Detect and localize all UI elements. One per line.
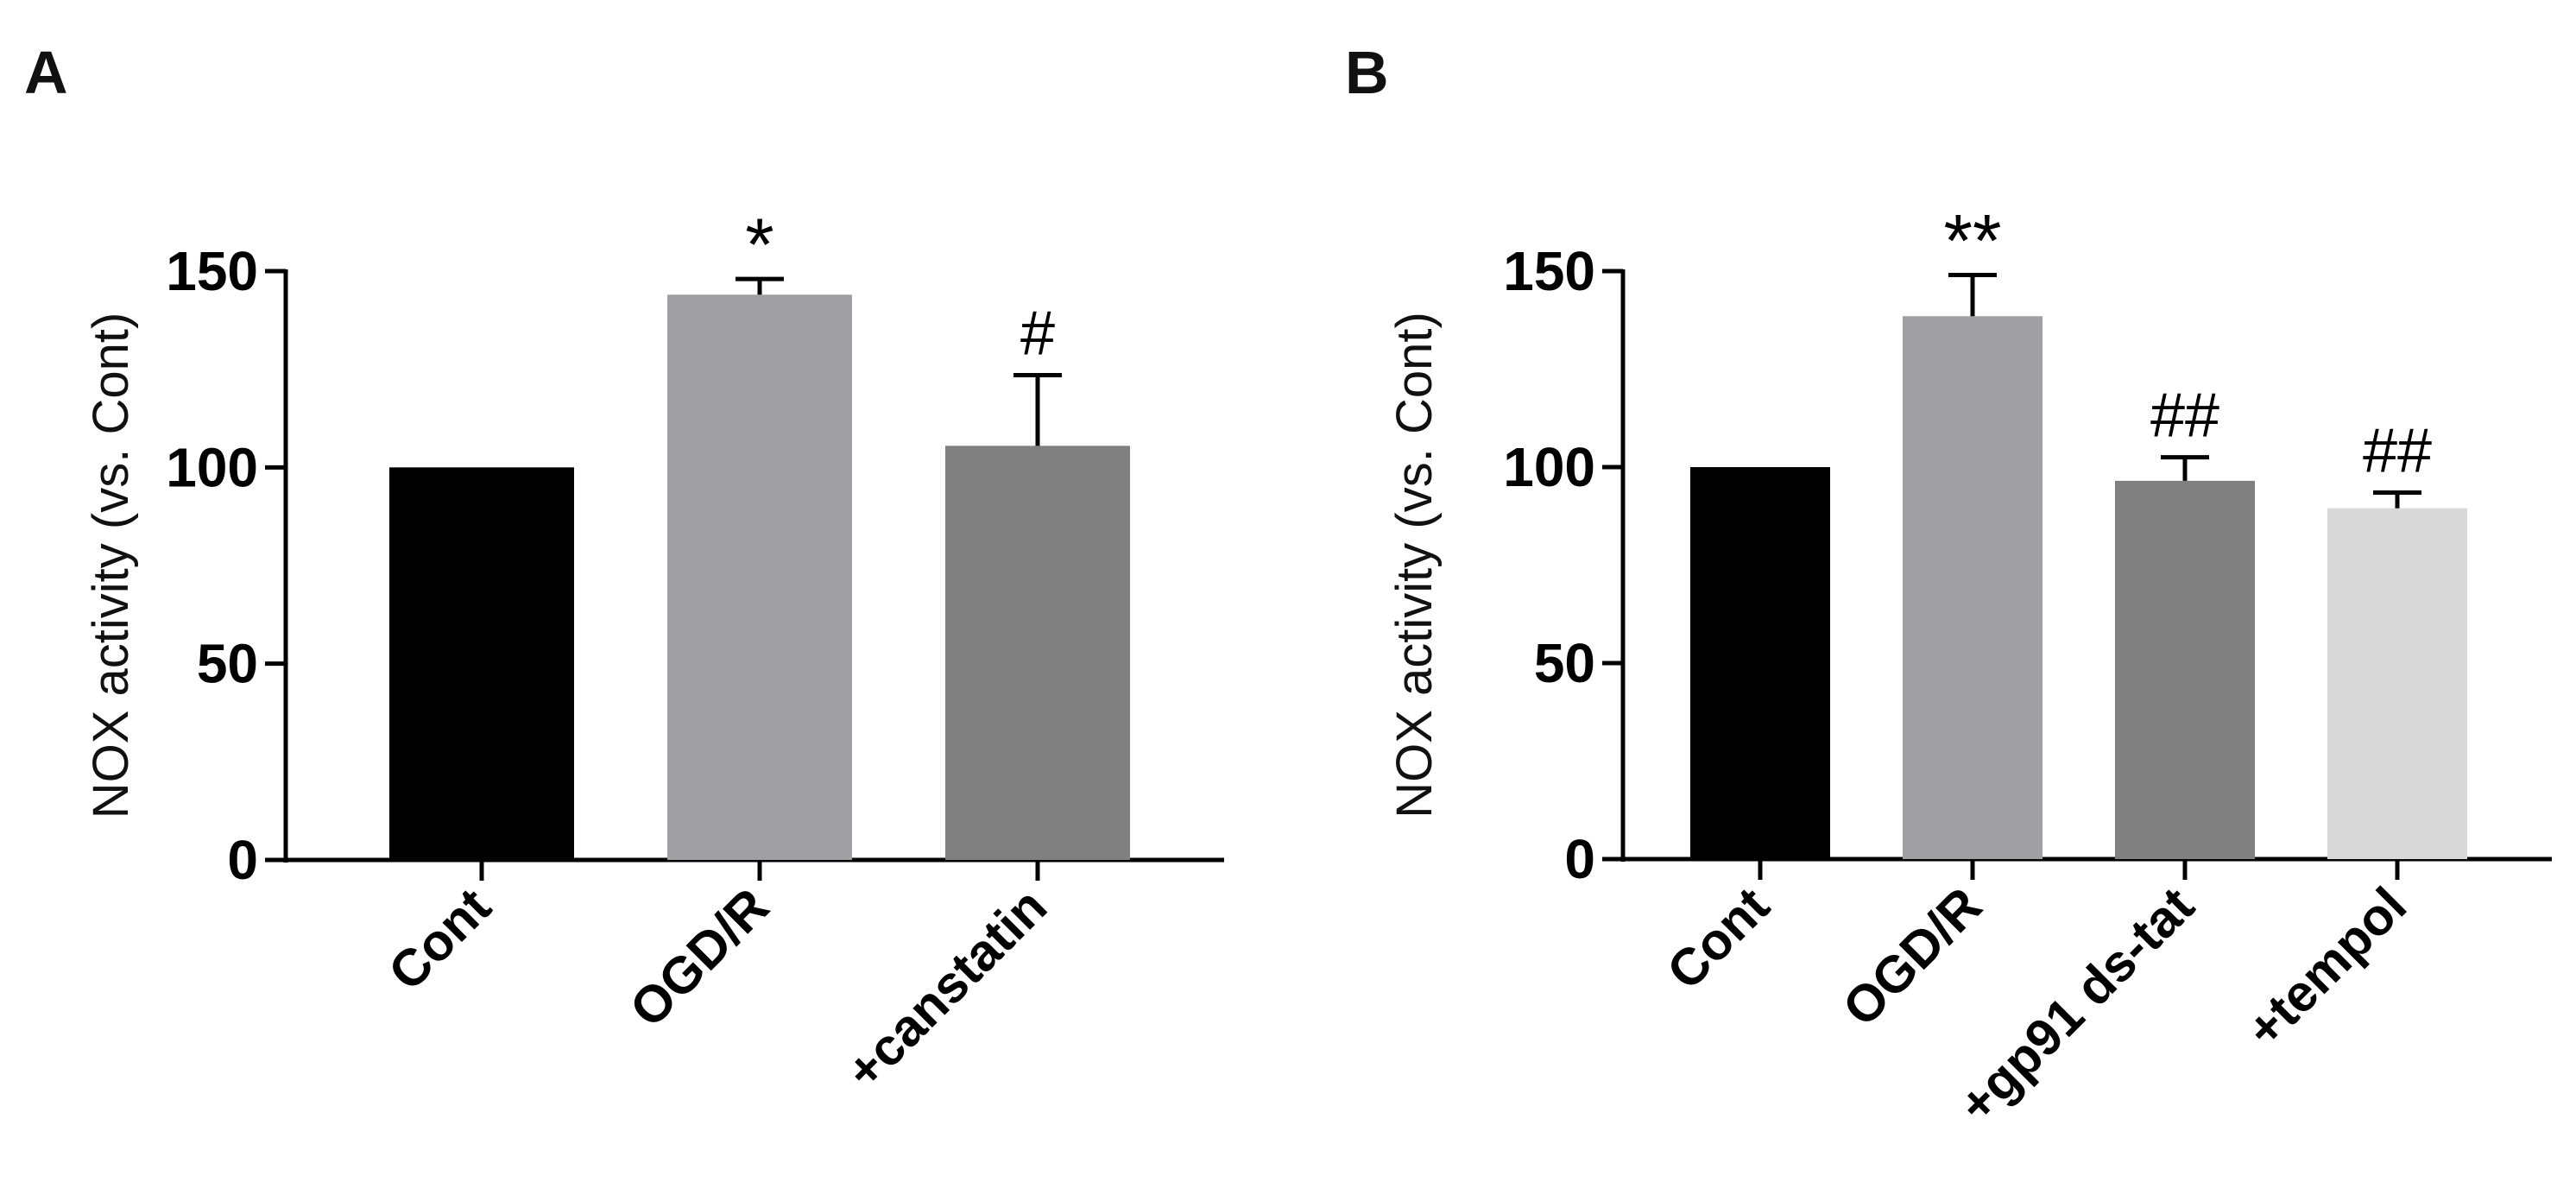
significance-marker: # <box>1020 299 1055 368</box>
x-tick-label: Cont <box>1656 876 1780 1001</box>
bar <box>389 467 574 860</box>
panel-a: A 0 50 100 150 NOX activity (vs. Cont) Cont * O… <box>24 39 1224 1100</box>
bar <box>2115 480 2255 859</box>
panel-label-a: A <box>24 39 68 106</box>
y-tick-label: 0 <box>227 829 258 891</box>
y-axis-title: NOX activity (vs. Cont) <box>83 313 139 819</box>
bar <box>667 294 852 860</box>
bar <box>1690 467 1830 859</box>
bar <box>945 446 1130 860</box>
y-tick-label: 150 <box>1503 240 1595 302</box>
panel-label-b: B <box>1345 39 1389 106</box>
panel-b: B 0 50 100 150 NOX activity (vs. Cont) Cont **… <box>1312 0 2576 1201</box>
y-tick-label: 100 <box>166 436 258 498</box>
significance-marker: ** <box>1944 200 2002 283</box>
bar <box>1903 316 2042 860</box>
x-tick-label: +canstatin <box>835 877 1058 1100</box>
x-tick-label: OGD/R <box>1832 876 1992 1037</box>
x-tick-label: +tempol <box>2235 876 2417 1059</box>
y-tick-label: 50 <box>1534 632 1595 694</box>
y-tick-label: 0 <box>1564 828 1595 890</box>
bar-chart-a: 0 50 100 150 NOX activity (vs. Cont) Cont * OGD… <box>83 204 1224 1100</box>
y-tick-label: 100 <box>1503 436 1595 498</box>
bar-chart-b: 0 50 100 150 NOX activity (vs. Cont) Cont ** OG… <box>1386 200 2552 1134</box>
x-tick-label: OGD/R <box>619 877 780 1038</box>
significance-marker: ## <box>2363 417 2432 486</box>
x-tick-label: Cont <box>377 877 502 1002</box>
y-tick-label: 50 <box>197 633 258 695</box>
significance-marker: * <box>745 204 773 287</box>
significance-marker: ## <box>2150 382 2219 451</box>
bar <box>2327 508 2467 859</box>
y-axis-title: NOX activity (vs. Cont) <box>1386 312 1443 819</box>
y-tick-label: 150 <box>166 240 258 302</box>
